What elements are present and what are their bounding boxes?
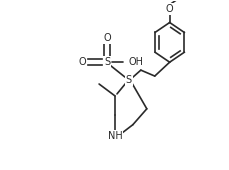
Text: O: O <box>166 4 174 14</box>
Text: O: O <box>78 57 86 67</box>
Text: NH: NH <box>108 131 122 141</box>
Text: OH: OH <box>129 57 144 67</box>
Text: O: O <box>103 33 111 43</box>
Text: S: S <box>104 57 110 67</box>
Text: S: S <box>126 75 132 85</box>
